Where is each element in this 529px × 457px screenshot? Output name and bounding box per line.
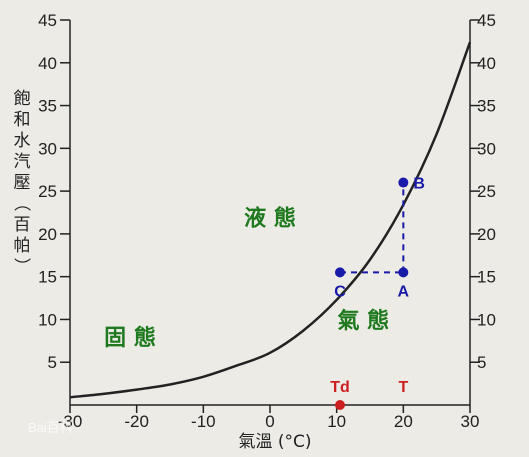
x-tick-label: 10 [327, 412, 346, 431]
region-label: 氣 態 [337, 308, 389, 334]
point-label-b: B [413, 176, 425, 193]
point-c [335, 267, 345, 278]
x-tick-label: 30 [461, 412, 480, 431]
y-tick-label-left: 20 [38, 225, 57, 244]
point-b [398, 177, 409, 188]
points: A B C Td T [330, 176, 425, 410]
y-tick-label-right: 5 [477, 353, 486, 372]
y-tick-label-left: 40 [38, 54, 57, 73]
y-axis-title-char: （ [11, 195, 31, 212]
y-tick-label-left: 10 [38, 310, 57, 329]
point-a [398, 267, 409, 278]
y-tick-label-right: 20 [477, 225, 496, 244]
point-label-td: Td [330, 379, 350, 396]
y-axis-title-char: 帕 [14, 236, 31, 256]
y-tick-label-left: 25 [38, 182, 57, 201]
y-tick-label-right: 25 [477, 182, 496, 201]
saturation-curve [69, 41, 472, 399]
y-tick-label-right: 40 [477, 54, 496, 73]
region-labels: 液 態固 態 氣 態 [104, 205, 389, 351]
point-label-c: C [334, 283, 346, 300]
y-axis-title-char: ） [11, 258, 31, 275]
y-ticks-right: 5 10 15 20 25 30 35 40 45 [470, 11, 496, 372]
y-ticks-left: 5 10 15 20 25 30 35 40 45 [38, 11, 70, 372]
region-label: 固 態 [104, 325, 156, 351]
y-tick-label-right: 35 [477, 97, 496, 116]
y-tick-label-right: 15 [477, 268, 496, 287]
point-td [335, 400, 345, 410]
y-tick-label-right: 30 [477, 139, 496, 158]
y-axis-title-char: 和 [14, 110, 31, 130]
x-tick-label: -20 [124, 412, 149, 431]
y-tick-label-left: 15 [38, 268, 57, 287]
y-tick-label-left: 45 [38, 11, 57, 30]
x-ticks: -30 -20 -10 0 10 20 30 [58, 405, 480, 431]
y-tick-label-left: 30 [38, 139, 57, 158]
y-tick-label-left: 35 [38, 97, 57, 116]
x-tick-label: 20 [394, 412, 413, 431]
x-tick-label: -10 [191, 412, 216, 431]
x-tick-label: -30 [58, 412, 83, 431]
y-axis-title-char: 壓 [14, 173, 31, 193]
watermark-text: Bai百科 [28, 420, 73, 435]
y-axis-title-char: 百 [14, 215, 31, 235]
x-tick-label: 0 [265, 412, 274, 431]
y-axis-title-char: 飽 [14, 89, 31, 109]
point-label-t: T [398, 379, 408, 396]
y-tick-label-left: 5 [48, 353, 57, 372]
y-tick-label-right: 45 [477, 11, 496, 30]
y-axis-title-char: 汽 [14, 152, 31, 172]
y-tick-label-right: 10 [477, 310, 496, 329]
region-label: 液 態 [244, 205, 296, 231]
point-label-a: A [398, 283, 410, 300]
y-axis-title-char: 水 [14, 131, 31, 151]
x-axis-title: 氣溫 (°C) [238, 432, 311, 452]
